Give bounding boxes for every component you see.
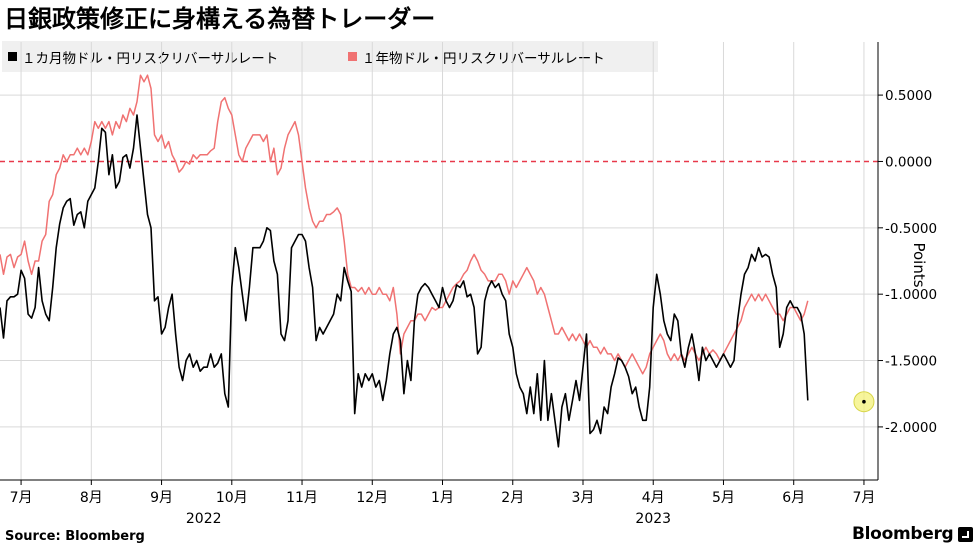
latest-point-dot (862, 399, 866, 404)
y-tick-label-5: -2.0000 (885, 420, 937, 436)
y-tick-label-3: -1.0000 (885, 287, 937, 303)
x-tick-label-4: 11月 (286, 490, 318, 506)
legend-label-1y: １年物ドル・円リスクリバーサルレート (362, 50, 605, 67)
source-note: Source: Bloomberg (5, 529, 145, 544)
chart-legend: １カ月物ドル・円リスクリバーサルレート １年物ドル・円リスクリバーサルレート (2, 41, 658, 72)
legend-swatch-1y (348, 52, 357, 61)
x-tick-label-2: 9月 (150, 490, 173, 506)
bloomberg-logo: Bloomberg (852, 524, 974, 544)
y-tick-label-0: 0.5000 (885, 88, 932, 104)
x-tick-label-6: 1月 (431, 490, 454, 506)
x-tick-label-1: 8月 (80, 490, 103, 506)
series-line-1m (0, 114, 809, 448)
x-tick-label-9: 4月 (642, 490, 665, 506)
y-axis-title: Points (910, 242, 928, 288)
y-tick-label-1: 0.0000 (885, 154, 932, 170)
x-tick-label-10: 5月 (712, 490, 735, 506)
x-tick-label-5: 12月 (356, 490, 388, 506)
x-tick-label-8: 3月 (572, 490, 595, 506)
x-tick-label-12: 7月 (852, 490, 875, 506)
brand-name: Bloomberg (852, 524, 954, 544)
legend-swatch-1m (8, 52, 17, 61)
y-tick-label-4: -1.5000 (885, 354, 937, 370)
bloomberg-chevron-icon (958, 526, 974, 542)
x-tick-label-11: 6月 (782, 490, 805, 506)
legend-item-1m: １カ月物ドル・円リスクリバーサルレート (8, 47, 348, 67)
series-line-1y (0, 74, 809, 375)
x-tick-label-3: 10月 (216, 490, 248, 506)
legend-item-1y: １年物ドル・円リスクリバーサルレート (348, 47, 605, 67)
x-year-label-0: 2022 (186, 511, 222, 527)
page-title: 日銀政策修正に身構える為替トレーダー (4, 5, 436, 33)
y-tick-label-2: -0.5000 (885, 221, 937, 237)
x-year-label-1: 2023 (635, 511, 671, 527)
x-tick-label-7: 2月 (501, 490, 524, 506)
x-tick-label-0: 7月 (10, 490, 33, 506)
legend-label-1m: １カ月物ドル・円リスクリバーサルレート (22, 50, 279, 67)
